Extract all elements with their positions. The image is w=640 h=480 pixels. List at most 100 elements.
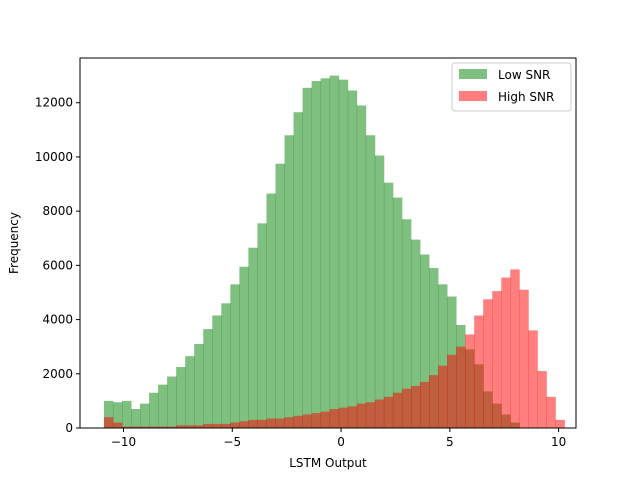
series-high-snr [103,269,565,428]
histogram-bar [555,419,565,428]
histogram-bar [302,414,313,428]
y-axis-label: Frequency [7,212,21,274]
histogram-bar [275,163,285,428]
histogram-bar [221,423,231,428]
histogram-bar [374,399,385,428]
histogram-bar [429,268,439,428]
histogram-bar [257,419,267,428]
histogram-bar [401,388,412,428]
y-tick-label: 10000 [35,150,73,164]
histogram-bar [275,418,285,428]
histogram-bar [320,78,331,428]
histogram-bar [149,392,159,428]
histogram-bar [474,315,484,428]
histogram-bar [121,426,132,428]
histogram-bar [456,346,466,428]
histogram-bar [465,334,475,428]
histogram-bar [383,182,394,428]
legend: Low SNR High SNR [451,62,572,112]
histogram-bar [492,291,502,428]
histogram-bar [185,425,195,428]
histogram-bar [284,417,294,428]
histogram-bar [392,197,403,428]
y-tick-label: 2000 [42,367,73,381]
legend-label-high-snr: High SNR [498,90,554,104]
y-axis-ticks: 0 2000 4000 6000 8000 10000 12000 [35,96,80,435]
histogram-bar [401,219,412,428]
histogram-bar [347,90,358,428]
bars-layer [103,75,565,429]
histogram-bar [537,371,547,428]
histogram-bar [383,396,394,428]
histogram-bar [374,155,385,428]
histogram-bar [293,415,303,428]
x-axis-label: LSTM Output [289,456,367,470]
histogram-bar [311,413,322,428]
histogram-bar [347,406,358,428]
histogram-bar [221,303,231,428]
histogram-bar [212,315,222,428]
histogram-bar [311,81,322,428]
histogram-bar [410,385,421,428]
histogram-bar [266,193,276,428]
histogram-bar [203,423,213,428]
histogram-bar [546,396,556,428]
legend-swatch-high-snr [459,91,487,101]
histogram-bar [230,284,240,428]
histogram-bar [203,329,213,428]
histogram-bar [438,284,448,428]
histogram-bar [483,299,493,428]
histogram-bar [528,330,538,428]
histogram-bar [248,419,258,428]
x-tick-label: 10 [551,435,566,449]
histogram-bar [519,289,529,428]
histogram-bar [419,254,430,428]
histogram-bar [185,356,195,428]
histogram-bar [194,425,204,428]
histogram-bar [239,266,249,428]
histogram-bar [365,402,376,428]
y-tick-label: 6000 [42,258,73,272]
x-tick-label: 5 [446,435,454,449]
histogram-bar [158,384,168,428]
legend-swatch-low-snr [459,69,487,79]
histogram-bar [356,105,367,428]
y-tick-label: 8000 [42,204,73,218]
histogram-bar [410,239,421,428]
histogram-bar [293,112,303,429]
histogram-bar [167,376,177,428]
histogram-bar [338,407,349,428]
histogram-bar [302,87,313,428]
histogram-bar [167,426,177,428]
histogram-bar [140,403,150,428]
plot-frame [79,57,577,429]
histogram-bar [510,269,520,428]
histogram-bar [429,375,439,428]
histogram-bar [447,354,457,428]
histogram-bar [230,422,240,428]
histogram-bar [131,426,141,428]
histogram-bar [121,400,132,428]
histogram-bar [356,403,367,428]
histogram-bar [419,381,430,428]
x-axis-ticks: −10 −5 0 5 10 [111,428,566,449]
histogram-bar [338,79,349,429]
histogram-bar [176,425,186,428]
x-tick-label: −10 [111,435,136,449]
histogram-bar [176,367,186,428]
histogram-bar [239,421,249,428]
histogram-bar [158,426,168,428]
histogram-bar [392,392,403,428]
histogram-bar [194,343,204,428]
y-tick-label: 12000 [35,96,73,110]
y-tick-label: 4000 [42,313,73,327]
histogram-bar [248,247,258,428]
series-low-snr [103,75,520,429]
histogram-bar [257,223,267,428]
histogram-bar [149,426,159,428]
histogram-bar [438,365,448,428]
x-tick-label: −5 [223,435,241,449]
histogram-bar [329,409,340,428]
legend-label-low-snr: Low SNR [498,68,550,82]
